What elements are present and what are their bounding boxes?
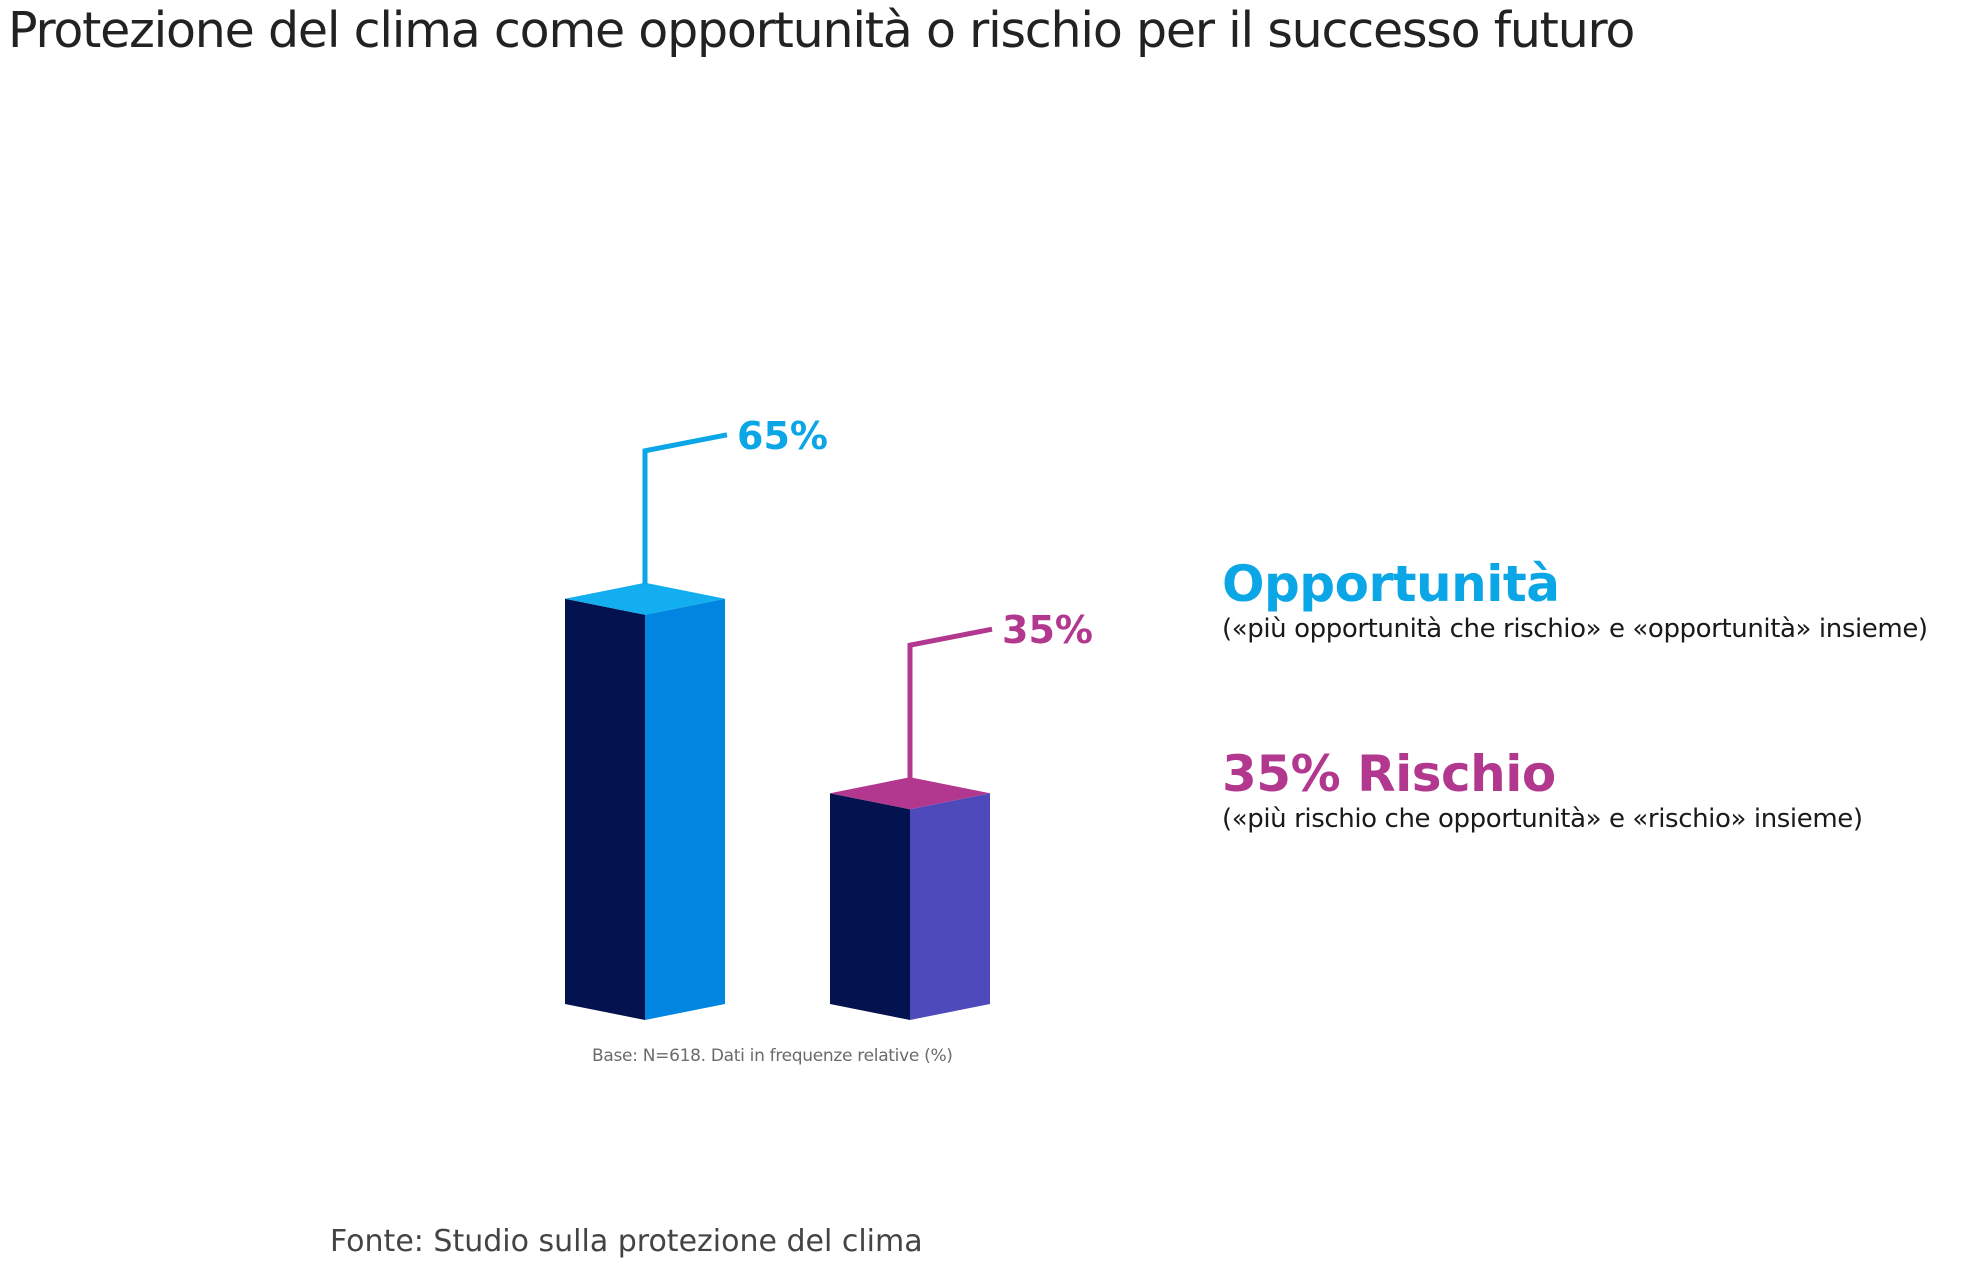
bar-side-opportunita (565, 598, 645, 1020)
page-title: Protezione del clima come opportunità o … (8, 2, 1635, 59)
leader-line-opportunita (642, 432, 728, 585)
legend-item-risk: 35% Rischio («più rischio che opportunit… (1222, 746, 1863, 836)
value-label-rischio: 35% (1002, 608, 1093, 652)
source-note: Fonte: Studio sulla protezione del clima (330, 1224, 923, 1259)
legend-title-risk: 35% Rischio (1222, 745, 1556, 803)
legend-subtitle-risk: («più rischio che opportunità» e «rischi… (1222, 804, 1863, 834)
base-note: Base: N=618. Dati in frequenze relative … (592, 1046, 953, 1066)
bar-front-opportunita (645, 598, 725, 1020)
legend-item-opportunity: Opportunità («più opportunità che rischi… (1222, 556, 1928, 646)
leader-line-rischio (907, 626, 993, 780)
bar-front-rischio (910, 793, 990, 1020)
bar-top-opportunita (565, 582, 725, 615)
bar-side-rischio (830, 793, 910, 1020)
legend-title-opportunity: Opportunità (1222, 555, 1560, 613)
legend-subtitle-opportunity: («più opportunità che rischio» e «opport… (1222, 614, 1928, 644)
bar-top-rischio (830, 777, 990, 810)
value-label-opportunita: 65% (737, 414, 828, 458)
